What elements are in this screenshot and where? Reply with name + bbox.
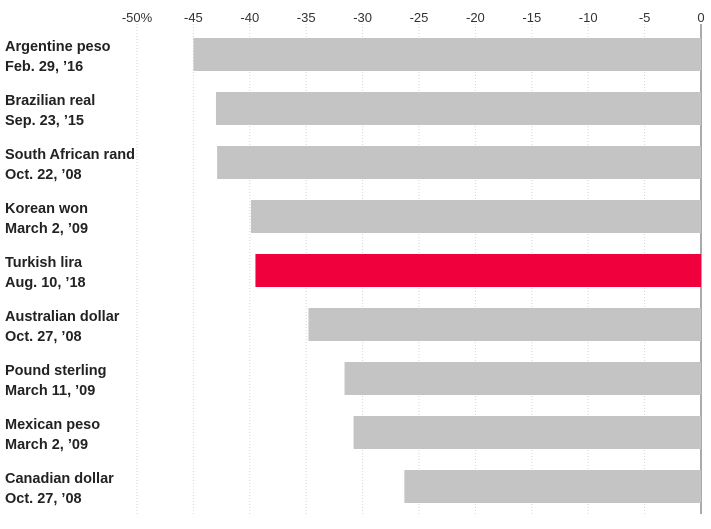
bar [193, 38, 701, 71]
bar-highlighted [255, 254, 701, 287]
bar [404, 470, 701, 503]
category-label-currency: Pound sterling [5, 363, 107, 379]
category-label-currency: Australian dollar [5, 309, 120, 325]
bars-layer [193, 38, 702, 503]
bar [353, 416, 701, 449]
category-label-currency: Korean won [5, 201, 88, 217]
bar [308, 308, 701, 341]
category-label-date: March 2, ’09 [5, 437, 88, 453]
category-label-date: Oct. 27, ’08 [5, 329, 82, 345]
category-label-currency: South African rand [5, 147, 135, 163]
category-label-currency: Turkish lira [5, 255, 83, 271]
category-label-date: Feb. 29, ’16 [5, 59, 83, 75]
bar [250, 200, 702, 233]
category-label-date: March 2, ’09 [5, 221, 88, 237]
x-tick-label: -15 [522, 10, 541, 25]
x-tick-label: -5 [639, 10, 651, 25]
category-label-date: Sep. 23, ’15 [5, 113, 84, 129]
x-tick-label: -50% [122, 10, 153, 25]
category-label-currency: Mexican peso [5, 417, 100, 433]
x-tick-label: -20 [466, 10, 485, 25]
x-tick-label: 0 [697, 10, 704, 25]
category-label-date: Aug. 10, ’18 [5, 275, 86, 291]
x-tick-label: -25 [410, 10, 429, 25]
x-tick-label: -30 [353, 10, 372, 25]
category-label-date: March 11, ’09 [5, 383, 95, 399]
category-label-date: Oct. 27, ’08 [5, 491, 82, 507]
bar [217, 146, 701, 179]
bar [215, 92, 701, 125]
x-tick-label: -35 [297, 10, 316, 25]
x-tick-label: -40 [240, 10, 259, 25]
bar [344, 362, 701, 395]
category-labels: Argentine peso Feb. 29, ’16 Brazilian real… [5, 39, 135, 507]
category-label-currency: Argentine peso [5, 39, 111, 55]
x-axis-tick-labels: -50% -45 -40 -35 -30 -25 -20 -15 -10 -5 0 [122, 10, 705, 25]
category-label-currency: Canadian dollar [5, 471, 114, 487]
category-label-currency: Brazilian real [5, 93, 95, 109]
x-tick-label: -10 [579, 10, 598, 25]
x-tick-label: -45 [184, 10, 203, 25]
category-label-date: Oct. 22, ’08 [5, 167, 82, 183]
